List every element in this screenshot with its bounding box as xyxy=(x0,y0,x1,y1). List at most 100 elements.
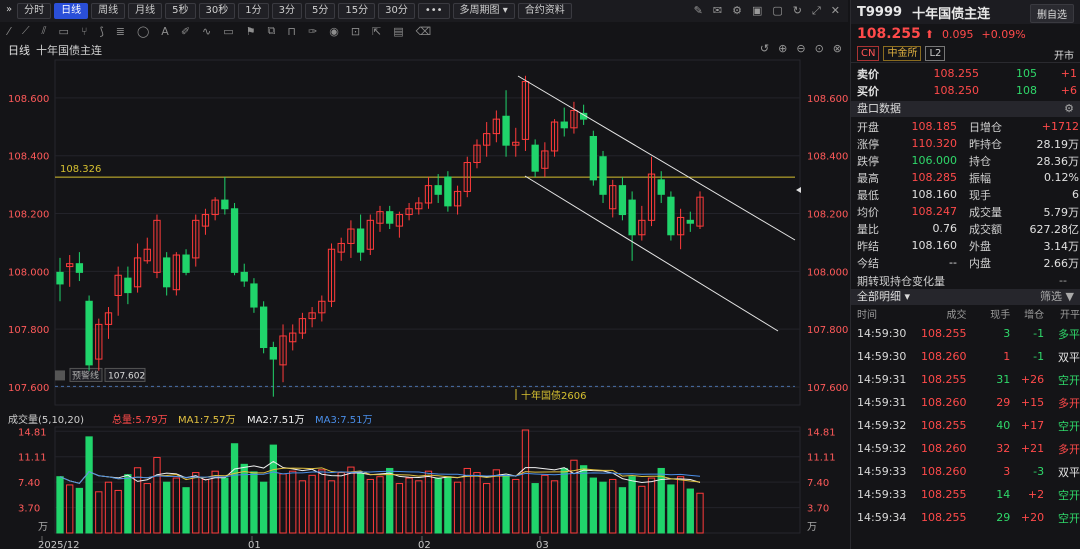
rect-tool-icon[interactable]: ▭ xyxy=(58,24,69,38)
candle-body xyxy=(502,115,510,146)
multi-period-button[interactable]: 多周期图 ▾ xyxy=(452,3,515,19)
stat-label: 跌停 xyxy=(857,154,879,168)
volume-bar xyxy=(124,474,132,534)
contract-info-button[interactable]: 合约资料 xyxy=(517,3,572,19)
volume-tick-right: 3.70 xyxy=(807,504,829,515)
candle-body xyxy=(230,208,239,273)
line-tool-icon[interactable]: ⁄ xyxy=(8,24,10,38)
period-tab[interactable]: 月线 xyxy=(128,3,163,19)
more-periods-button[interactable]: ••• xyxy=(417,3,450,19)
tick-cell: 14:59:31 xyxy=(857,396,907,409)
period-tab[interactable]: 日线 xyxy=(54,3,89,19)
market-data-title: 盘口数据 xyxy=(857,102,901,115)
period-tabs: 分时 日线 周线 月线 5秒 30秒 1分 3分 5分 15分 30分 xyxy=(17,3,415,19)
candle-body xyxy=(628,199,636,236)
tick-cell: 14:59:30 xyxy=(857,327,907,340)
volume-bar xyxy=(221,477,229,534)
channel-tool-icon[interactable]: ⫽ xyxy=(41,24,47,37)
note-tool-icon[interactable]: ▭ xyxy=(223,24,234,38)
candle-body xyxy=(104,312,113,325)
export-tool-icon[interactable]: ⇱ xyxy=(372,24,382,38)
collapse-icon[interactable]: » xyxy=(6,4,13,15)
fullscreen-icon[interactable]: ⤢ xyxy=(811,4,821,17)
candle-body xyxy=(133,257,142,288)
stat-row: 今结 -- 内盘 2.66万 xyxy=(851,254,1080,271)
volume-bar xyxy=(492,469,501,534)
y-tick-left: 108.200 xyxy=(8,210,49,221)
magnet-tool-icon[interactable]: ⊓ xyxy=(287,24,296,38)
tag-cn: CN xyxy=(857,45,880,61)
tick-cell: 空开 xyxy=(1057,511,1080,525)
fib-tool-icon[interactable]: ≣ xyxy=(115,24,125,38)
ask-price: 108.255 xyxy=(933,67,980,80)
zoom-out-icon[interactable]: ⊖ xyxy=(796,42,806,55)
stat-row: 量比 0.76 成交额 627.28亿 xyxy=(851,220,1080,237)
fork-tool-icon[interactable]: ⑂ xyxy=(80,24,88,38)
flag-tool-icon[interactable]: ⚑ xyxy=(245,24,256,38)
period-tab[interactable]: 分时 xyxy=(17,3,52,19)
tick-cell: 108.260 xyxy=(921,465,967,478)
period-tab[interactable]: 3分 xyxy=(271,3,302,19)
candle-body xyxy=(444,176,452,207)
period-tab[interactable]: 30秒 xyxy=(198,3,236,19)
panel-settings-icon[interactable]: ⚙ xyxy=(1064,102,1074,115)
period-tab[interactable]: 1分 xyxy=(238,3,269,19)
undo-icon[interactable]: ↺ xyxy=(759,42,770,55)
volume-bar xyxy=(638,485,646,534)
tick-cell: 108.255 xyxy=(921,488,967,501)
period-tab[interactable]: 15分 xyxy=(338,3,376,19)
filter-button[interactable]: 筛选 ▼ xyxy=(1040,290,1074,303)
stat-label: 昨结 xyxy=(857,239,879,253)
efp-label: 期转现持仓变化量 xyxy=(857,274,945,288)
pen-tool-icon[interactable]: ✐ xyxy=(180,24,191,38)
y-tick-left: 108.000 xyxy=(8,267,49,278)
settings-icon[interactable]: ⚙ xyxy=(732,4,742,17)
circle-tool-icon[interactable]: ◯ xyxy=(136,24,150,38)
period-tab[interactable]: 周线 xyxy=(91,3,126,19)
candle-body xyxy=(172,254,181,291)
candle-body xyxy=(356,228,365,253)
detail-dropdown-icon[interactable]: ▾ xyxy=(904,290,911,303)
refresh-icon[interactable]: ↻ xyxy=(792,4,802,17)
draw-icon[interactable]: ✎ xyxy=(693,4,703,17)
tick-cell: 31 xyxy=(996,373,1011,386)
window-icon[interactable]: ▢ xyxy=(772,4,783,17)
stat-value: 627.28亿 xyxy=(1029,222,1080,236)
close-icon[interactable]: ✕ xyxy=(830,4,840,17)
candle-body xyxy=(240,271,248,282)
candle-body xyxy=(618,185,627,216)
instrument-name: 十年国债主连 xyxy=(36,44,102,57)
camera-icon[interactable]: ▣ xyxy=(751,4,763,17)
eye-tool-icon[interactable]: ◉ xyxy=(329,24,339,38)
zoom-in-icon[interactable]: ⊕ xyxy=(778,42,788,55)
col-volume: 现手 xyxy=(990,310,1011,321)
brush-tool-icon[interactable]: ✑ xyxy=(308,24,318,38)
pitch-tool-icon[interactable]: ⟆ xyxy=(99,24,104,38)
copy-tool-icon[interactable]: ⧉ xyxy=(267,24,276,37)
remove-favorite-button[interactable]: 删自选 xyxy=(1030,4,1074,23)
period-tab[interactable]: 30分 xyxy=(378,3,415,19)
period-tab[interactable]: 5秒 xyxy=(165,3,196,19)
candle-body xyxy=(424,185,433,204)
tick-row: 14:59:30 108.255 3 -1 多平 xyxy=(851,322,1080,345)
stat-value: -- xyxy=(949,256,957,269)
ray-tool-icon[interactable]: ⟋ xyxy=(21,24,30,37)
detail-title[interactable]: 全部明细 xyxy=(857,290,901,303)
quote-header: T9999 十年国债主连 删自选 xyxy=(851,0,1080,24)
text-tool-icon[interactable]: A xyxy=(161,24,169,38)
save-tool-icon[interactable]: ▤ xyxy=(393,24,404,38)
close-pane-icon[interactable]: ⊗ xyxy=(832,42,842,55)
volume-bar xyxy=(395,483,404,534)
wave-tool-icon[interactable]: ∿ xyxy=(202,24,212,38)
chart-canvas[interactable]: 108.600 108.600 108.400 108.400 108.200 108.2… xyxy=(0,0,848,549)
tick-cell: 14:59:33 xyxy=(857,465,907,478)
lock-tool-icon[interactable]: ⊡ xyxy=(350,24,361,38)
period-tab[interactable]: 5分 xyxy=(304,3,336,19)
bid-delta: +6 xyxy=(1060,84,1077,97)
tick-cell: 双平 xyxy=(1057,350,1080,364)
delete-tool-icon[interactable]: ⌫ xyxy=(415,24,432,38)
more-icon[interactable]: ⊙ xyxy=(814,42,824,55)
tick-cell: 3 xyxy=(1003,327,1011,340)
mail-icon[interactable]: ✉ xyxy=(712,4,723,17)
candle-body xyxy=(366,219,374,250)
